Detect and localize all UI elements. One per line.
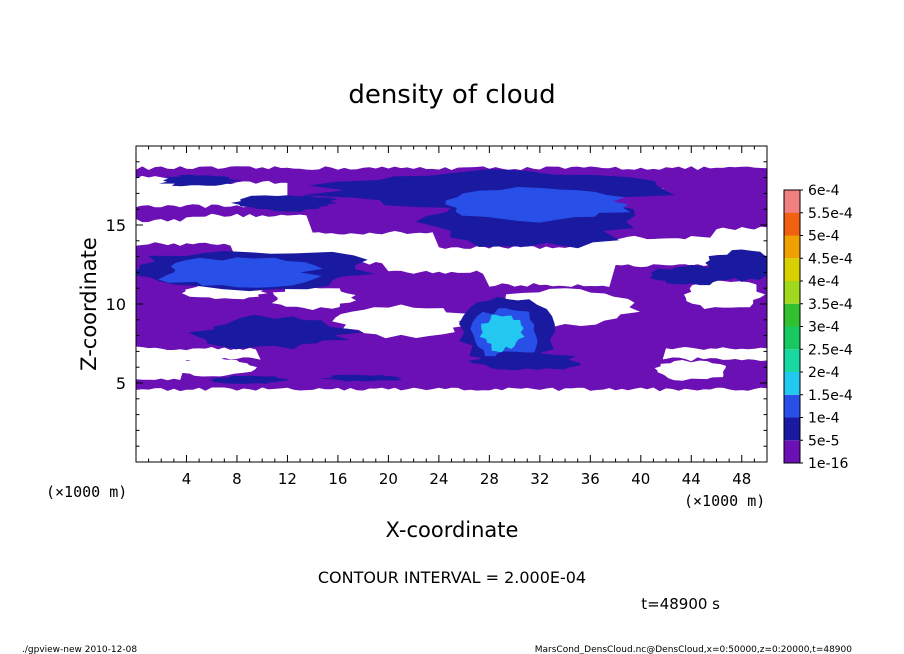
colorbar-label: 3.5e-4 <box>808 297 853 313</box>
y-tick-label: 5 <box>116 374 126 393</box>
colorbar-swatch <box>784 326 800 350</box>
colorbar-label: 2e-4 <box>808 365 840 381</box>
colorbar-swatch <box>784 235 800 259</box>
denser-cloud <box>445 187 631 223</box>
x-tick-label: 12 <box>278 470 297 488</box>
x-tick-label: 24 <box>429 470 448 488</box>
colorbar-swatch <box>784 372 800 395</box>
x-tick-label: 16 <box>328 470 347 488</box>
dense-cloud <box>649 264 735 286</box>
contour-interval-label: CONTOUR INTERVAL = 2.000E-04 <box>318 568 586 587</box>
density-field <box>136 166 767 392</box>
x-tick-label: 40 <box>631 470 650 488</box>
colorbar-label: 3e-4 <box>808 320 840 336</box>
x-tick-label: 44 <box>682 470 701 488</box>
colorbar-swatch <box>784 394 800 418</box>
x-tick-label: 28 <box>480 470 499 488</box>
y-axis-label: Z-coordinate <box>77 237 101 371</box>
colorbar-label: 4.5e-4 <box>808 251 853 267</box>
colorbar-swatch <box>784 349 800 372</box>
dense-cloud <box>159 174 244 187</box>
chart-title: density of cloud <box>348 80 555 110</box>
x-unit-label: (×1000 m) <box>684 492 765 510</box>
x-tick-label: 4 <box>182 470 192 488</box>
y-tick-label: 15 <box>106 216 126 235</box>
footer-left: ./gpview-new 2010-12-08 <box>22 645 137 654</box>
x-axis-ticks: 4 8 12 16 20 24 28 32 36 40 44 48 <box>148 146 755 488</box>
x-tick-label: 48 <box>732 470 751 488</box>
cloud-layer <box>136 357 767 392</box>
clear-gap <box>332 304 470 339</box>
y-unit-label: (×1000 m) <box>46 483 127 501</box>
colorbar-swatch <box>784 417 800 441</box>
dense-cloud <box>207 375 290 384</box>
clear-gap <box>654 360 726 381</box>
clear-gap <box>684 280 766 309</box>
denser-cloud <box>158 257 323 288</box>
dense-cloud <box>320 374 403 382</box>
dense-cloud <box>188 314 364 350</box>
dense-cloud <box>467 351 581 371</box>
clear-gap <box>271 286 357 310</box>
colorbar-label: 5e-5 <box>808 433 839 449</box>
colorbar-label: 4e-4 <box>808 274 840 290</box>
colorbar-swatch <box>784 212 800 236</box>
colorbar-label: 2.5e-4 <box>808 342 853 358</box>
colorbar-label: 1.5e-4 <box>808 388 853 404</box>
x-tick-label: 32 <box>530 470 549 488</box>
time-label: t=48900 s <box>641 595 720 613</box>
y-tick-label: 10 <box>106 295 126 314</box>
colorbar-label: 1e-16 <box>808 456 848 472</box>
y-axis-ticks: 5 10 15 <box>106 161 767 447</box>
dense-cloud <box>230 195 339 212</box>
colorbar-label: 5.5e-4 <box>808 206 853 222</box>
footer-right: MarsCond_DensCloud.nc@DensCloud,x=0:5000… <box>535 645 852 654</box>
colorbar-label: 1e-4 <box>808 411 840 427</box>
colorbar-swatch <box>784 258 800 281</box>
colorbar-swatch <box>784 303 800 327</box>
x-tick-label: 8 <box>232 470 242 488</box>
colorbar-swatch <box>784 440 800 463</box>
colorbar-swatch <box>784 281 800 304</box>
clear-gap <box>171 357 257 377</box>
colorbar-swatch <box>784 190 800 213</box>
colorbar-label: 5e-4 <box>808 229 840 245</box>
x-tick-label: 36 <box>581 470 600 488</box>
colorbar-label: 6e-4 <box>808 183 840 199</box>
colorbar: 1e-16 5e-5 1e-4 1.5e-4 2e-4 2.5e-4 3e-4 3.5e-4 4… <box>783 183 853 472</box>
densest-cloud <box>479 314 525 353</box>
x-tick-label: 20 <box>379 470 398 488</box>
x-axis-label: X-coordinate <box>386 518 519 542</box>
